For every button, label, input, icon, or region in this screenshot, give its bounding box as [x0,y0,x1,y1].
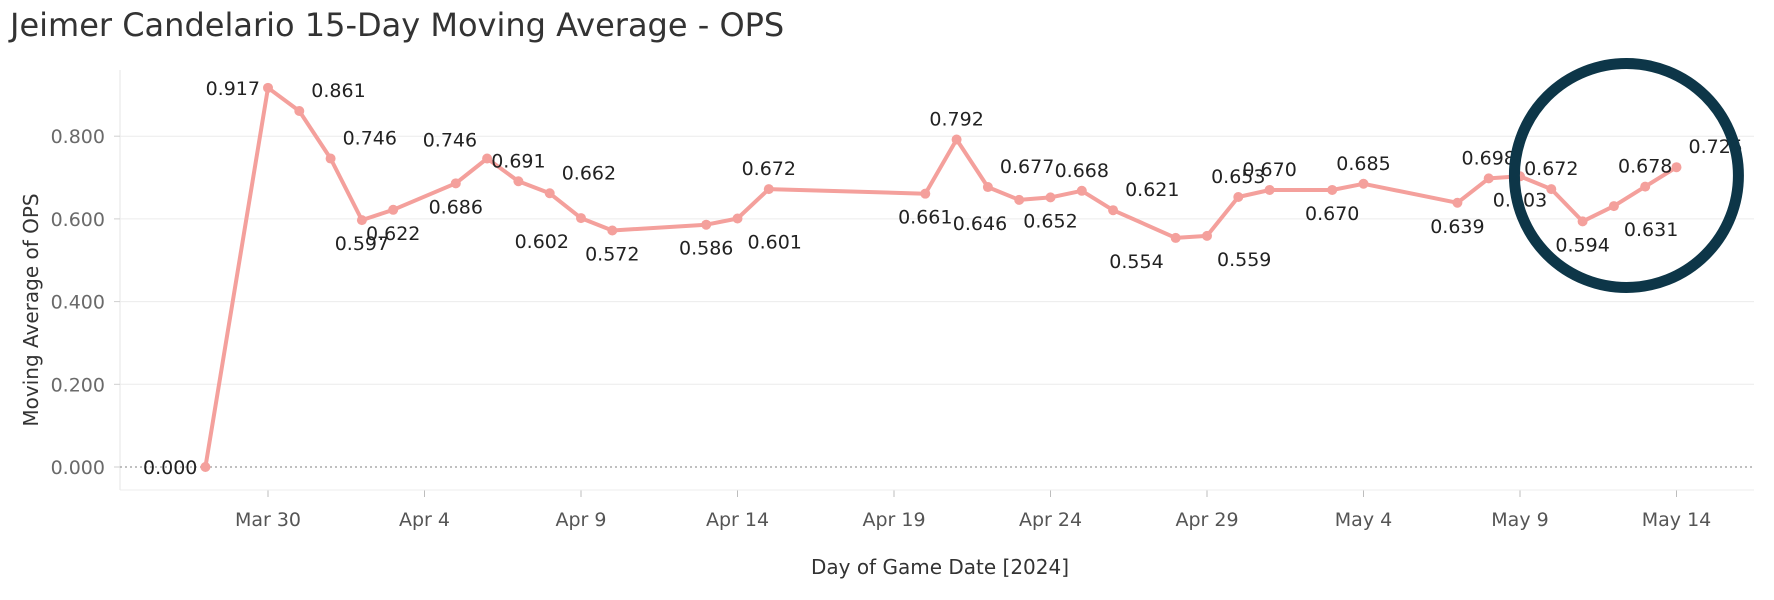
y-tick-label: 0.400 [51,292,105,314]
data-point [450,178,461,189]
data-point [1264,184,1275,195]
y-tick-label: 0.600 [51,209,105,231]
data-label: 0.621 [1125,179,1179,201]
data-point [1358,178,1369,189]
data-label: 0.685 [1336,153,1390,175]
y-axis-title: Moving Average of OPS [19,193,43,426]
series-line [200,82,1682,472]
data-label: 0.652 [1023,210,1077,232]
data-label: 0.572 [585,243,639,265]
data-point [482,153,493,164]
data-point [388,204,399,215]
data-point [1014,194,1025,205]
data-point [325,153,336,164]
data-point [920,188,931,199]
x-tick-label: May 4 [1335,509,1392,531]
data-label: 0.670 [1242,159,1296,181]
data-label: 0.554 [1109,251,1163,273]
data-point [1608,201,1619,212]
data-point [607,225,618,236]
data-label: 0.861 [311,80,365,102]
data-label: 0.678 [1618,156,1672,178]
data-point [1076,185,1087,196]
data-label: 0.686 [429,196,483,218]
data-point [951,134,962,145]
highlight-circle [1508,57,1744,293]
data-point [1546,184,1557,195]
data-point [576,213,586,224]
data-point [1640,181,1651,192]
x-tick-label: Apr 29 [1175,509,1238,531]
data-label: 0.672 [1524,158,1578,180]
data-point [763,184,774,195]
data-point [1483,173,1494,184]
data-label: 0.639 [1430,216,1484,238]
x-tick-label: May 14 [1642,509,1712,531]
data-label: 0.586 [679,238,733,260]
data-point [1202,230,1212,241]
data-point [1327,184,1338,195]
x-tick-label: Apr 9 [556,509,607,531]
data-label: 0.622 [366,223,420,245]
x-tick-label: Apr 14 [706,509,769,531]
x-tick-label: Apr 4 [399,509,450,531]
data-label: 0.670 [1305,203,1359,225]
annotation-layer [1508,57,1744,293]
data-point [1170,232,1181,243]
data-point [1233,191,1244,202]
data-point [263,82,273,93]
data-point [982,182,993,193]
data-label: 0.746 [423,130,477,152]
data-label: 0.661 [898,207,952,229]
data-label: 0.662 [562,162,616,184]
data-label: 0.000 [143,457,197,479]
data-label: 0.646 [953,213,1007,235]
data-label: 0.559 [1217,249,1271,271]
data-point [356,215,367,226]
y-tick-label: 0.800 [51,126,105,148]
y-tick-label: 0.000 [51,457,105,479]
data-label: 0.668 [1055,160,1109,182]
x-axis: Mar 30 Apr 4 Apr 9 Apr 14 Apr 19 Apr 24 Apr 29… [120,489,1754,531]
chart-title: Jeimer Candelario 15-Day Moving Average … [10,6,785,44]
data-label: 0.698 [1461,147,1515,169]
x-tick-label: Mar 30 [235,509,301,531]
data-point [1671,162,1682,173]
data-point [732,213,743,224]
data-label: 0.677 [1000,156,1054,178]
data-label: 0.917 [206,78,260,100]
data-label: 0.792 [929,109,983,131]
data-point [1045,192,1056,203]
data-point [1108,205,1119,216]
data-label: 0.597 [335,233,389,255]
data-point [544,188,555,199]
data-point [200,462,211,472]
data-label: 0.631 [1624,219,1678,241]
gridlines [119,70,1754,490]
data-label: 0.653 [1211,166,1265,188]
data-label: 0.602 [515,231,569,253]
x-tick-label: Apr 24 [1019,509,1082,531]
data-label: 0.746 [343,128,397,150]
data-label: 0.672 [742,158,796,180]
y-axis: 0.000 0.200 0.400 0.600 0.800 [51,126,120,479]
data-point [513,176,524,187]
series-line-path [203,85,1679,469]
data-label: 0.601 [748,231,802,253]
data-point [701,219,712,230]
data-point [1452,197,1463,208]
x-tick-label: May 9 [1491,509,1548,531]
data-point [294,105,305,116]
data-label: 0.594 [1555,234,1609,256]
y-tick-label: 0.200 [51,374,105,396]
data-label: 0.691 [491,150,545,172]
x-axis-title: Day of Game Date [2024] [811,555,1069,579]
x-tick-label: Apr 19 [862,509,925,531]
data-point [1577,216,1588,227]
